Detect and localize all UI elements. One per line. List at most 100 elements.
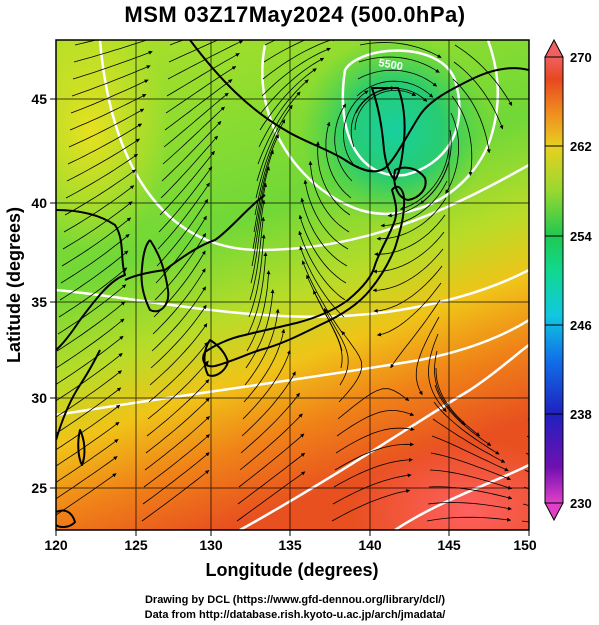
wind-streamline (163, 92, 229, 148)
wind-streamline (144, 416, 210, 471)
wind-streamline (256, 104, 293, 182)
wind-streamline (430, 452, 511, 481)
credit-drawing: Drawing by DCL (https://www.gfd-dennou.o… (144, 594, 446, 606)
wind-streamline (239, 413, 303, 471)
colorbar-tick-label: 262 (570, 139, 592, 154)
wind-streamline (56, 352, 123, 402)
coast-kyushu (203, 339, 229, 377)
wind-streamline (325, 121, 352, 199)
wind-streamline (521, 520, 529, 523)
wind-streamline (143, 434, 210, 488)
wind-streamline (334, 442, 414, 471)
wind-streamline (165, 65, 237, 114)
wind-streamline (56, 335, 124, 385)
wind-streamline (343, 90, 369, 165)
wind-streamline (69, 93, 147, 131)
contour-5700 (56, 268, 529, 318)
wind-streamline (146, 379, 210, 437)
wind-streamline (261, 47, 331, 97)
wind-streamline (249, 216, 265, 301)
wind-streamline (428, 333, 447, 413)
coast-taiwan (77, 429, 86, 466)
wind-streamline (301, 260, 344, 335)
wind-streamline (445, 112, 460, 194)
x-tick-label: 130 (199, 537, 223, 553)
wind-streamline (415, 316, 440, 396)
wind-streamline (377, 282, 442, 337)
wind-streamline (315, 141, 351, 216)
wind-streamline (357, 69, 438, 87)
wind-streamline (154, 232, 207, 301)
coast-russia (189, 40, 529, 173)
wind-streamline (145, 397, 210, 454)
wind-streamline (454, 44, 513, 106)
coast-china-north (56, 209, 126, 351)
wind-streamline (61, 217, 132, 267)
wind-streamline (240, 392, 300, 454)
wind-streamline (237, 452, 306, 505)
wind-streamline (58, 267, 128, 318)
warm-region-southeast (350, 440, 529, 530)
wind-streamline (151, 286, 207, 352)
x-tick-label: 140 (358, 537, 382, 553)
wind-streamline (399, 146, 450, 211)
contour-5760 (56, 318, 529, 417)
map-area: 5500 (56, 40, 529, 530)
wind-streamline (158, 166, 213, 233)
map-title: MSM 03Z17May2024 (500.0hPa) (124, 2, 466, 27)
coast-hokkaido (393, 166, 427, 201)
wind-streamline (372, 248, 444, 293)
x-tick-label: 125 (124, 537, 148, 553)
contour-label: 5500 (377, 57, 403, 73)
wind-streamline (428, 486, 513, 500)
colorbar-tick-label: 230 (570, 496, 592, 511)
colorbar-max-arrow (544, 38, 564, 58)
wind-streamline (332, 473, 412, 505)
wind-streamline (157, 182, 210, 250)
wind-streamline (257, 91, 301, 165)
x-tick-label: 135 (278, 537, 302, 553)
wind-streamline (166, 53, 240, 97)
wind-streamline (160, 135, 218, 199)
colorbar-tick-label: 238 (570, 407, 592, 422)
wind-streamline (148, 341, 209, 403)
map-frame (55, 39, 530, 531)
wind-streamline (432, 418, 506, 463)
wind-streamline (390, 299, 441, 369)
wind-streamline (164, 79, 233, 131)
wind-streamline (238, 433, 305, 488)
wind-streamline (73, 40, 155, 63)
wind-streamline (429, 469, 512, 490)
wind-streamline (149, 323, 208, 386)
coastlines (56, 40, 529, 528)
wind-streamline (335, 427, 415, 454)
wind-streamline (152, 268, 206, 335)
wind-streamline (338, 330, 363, 403)
wind-streamline (373, 265, 443, 313)
y-tick-label: 40 (31, 195, 47, 211)
wind-streamline (356, 80, 434, 98)
wind-streamline (66, 138, 140, 182)
wind-streamline (141, 469, 210, 522)
colorbar: 270 262 254 246 238 230 (544, 38, 592, 522)
coast-china-south (56, 349, 101, 441)
x-axis-label: Longitude (degrees) (205, 560, 378, 580)
wind-streamline (244, 308, 280, 386)
wind-streamline (426, 516, 511, 522)
wind-streamline (56, 439, 119, 483)
wind-streamline (453, 61, 504, 130)
y-axis-label: Latitude (degrees) (4, 207, 24, 363)
x-tick-label: 150 (513, 537, 537, 553)
wind-streamline (147, 360, 209, 420)
wind-streamline (156, 198, 209, 267)
colorbar-tick-label: 254 (570, 229, 592, 244)
wind-streamline (247, 252, 268, 335)
wind-streamline (334, 103, 353, 182)
contour-5500 (341, 49, 461, 177)
wind-streamline (63, 185, 135, 233)
wind-streamline (427, 502, 512, 511)
wind-streamline (241, 371, 296, 437)
wind-streamline (65, 153, 138, 199)
wind-streamline (57, 284, 127, 335)
